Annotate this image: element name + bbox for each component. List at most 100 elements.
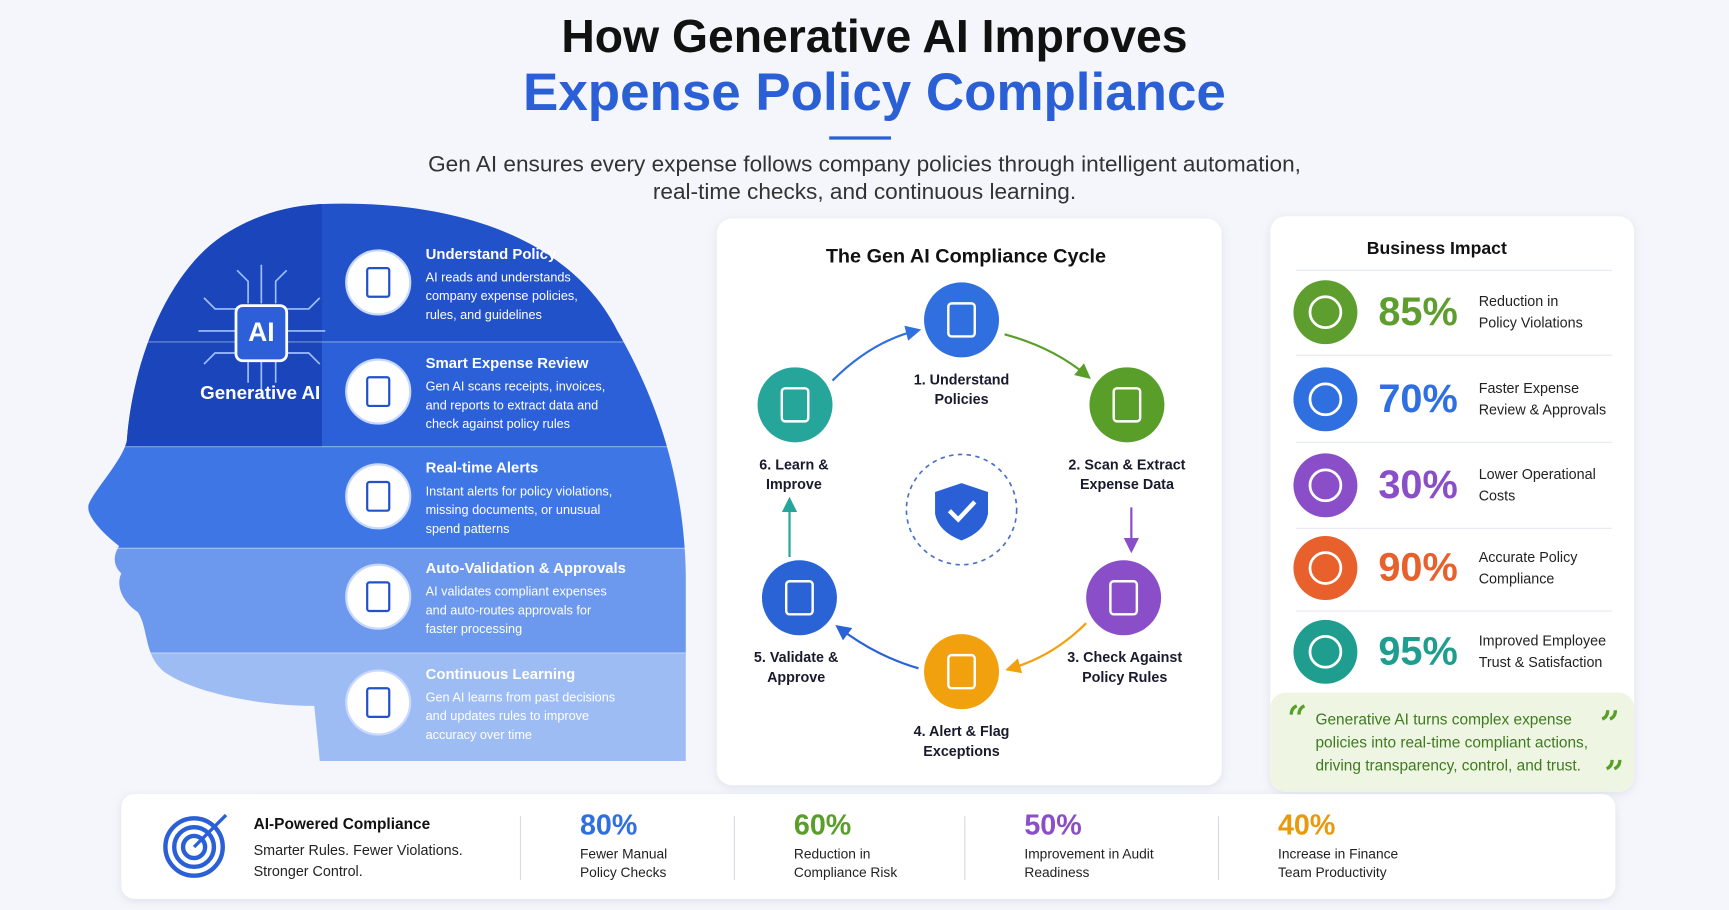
footer-value: 40% <box>1278 810 1335 842</box>
cycle-arrow <box>835 624 919 670</box>
cycle-node <box>924 634 1000 710</box>
step-icon-glyph <box>366 687 391 718</box>
step-icon-glyph <box>366 376 391 408</box>
impact-text: Policy Violations <box>1479 316 1583 332</box>
step-text: Gen AI learns from past decisions <box>426 690 615 704</box>
cycle-node-glyph <box>780 387 810 423</box>
quote-line: Generative AI turns complex expense <box>1315 711 1571 728</box>
cycle-label: Policies <box>934 392 988 408</box>
impact-icon-glyph <box>1308 382 1343 417</box>
impact-value: 85% <box>1378 290 1457 334</box>
cycle-node <box>1086 560 1162 636</box>
chip-icon <box>198 264 326 398</box>
cycle-node-glyph <box>947 302 976 338</box>
impact-value: 70% <box>1378 377 1457 421</box>
target-icon <box>180 833 208 861</box>
impact-icon <box>1293 536 1358 601</box>
footer-stat-text: Policy Checks <box>580 865 667 880</box>
impact-text: Trust & Satisfaction <box>1479 655 1603 671</box>
cycle-label: 1. Understand <box>914 372 1010 388</box>
cycle-label: Improve <box>766 477 822 493</box>
impact-panel <box>1270 216 1635 792</box>
step-text: and updates rules to improve <box>426 709 589 723</box>
step-text: AI reads and understands <box>426 270 571 284</box>
step-text: accuracy over time <box>426 728 532 742</box>
impact-text: Reduction in <box>1479 294 1559 310</box>
footer-title: AI-Powered Compliance <box>254 816 431 833</box>
step-icon-glyph <box>366 480 391 512</box>
step-text: check against policy rules <box>426 417 570 431</box>
cycle-label: 5. Validate & <box>754 650 838 666</box>
step-title: Smart Expense Review <box>426 356 589 372</box>
cycle-label: Policy Rules <box>1082 670 1167 686</box>
footer-stat-text: Improvement in Audit <box>1024 846 1153 861</box>
footer-stat-text: Readiness <box>1024 865 1089 880</box>
shield-icon <box>935 483 988 541</box>
cycle-node <box>757 367 833 443</box>
impact-icon <box>1293 453 1358 518</box>
impact-icon-glyph <box>1308 551 1343 585</box>
quote-mark <box>1289 704 1622 771</box>
footer-stat-text: Fewer Manual <box>580 846 667 861</box>
impact-text: Faster Expense <box>1479 381 1579 397</box>
footer-stat-text: Compliance Risk <box>794 865 897 880</box>
cycle-center <box>905 453 1018 566</box>
cycle-node <box>1089 367 1165 443</box>
step-title: Real-time Alerts <box>426 461 539 477</box>
step-text: company expense policies, <box>426 289 578 303</box>
step-text: Gen AI scans receipts, invoices, <box>426 380 606 394</box>
cycle-node <box>761 560 837 636</box>
footer-panel <box>121 794 1616 899</box>
step-text: Instant alerts for policy violations, <box>426 484 613 498</box>
impact-icon <box>1293 280 1358 345</box>
impact-value: 30% <box>1378 463 1457 507</box>
cycle-label: 4. Alert & Flag <box>914 724 1010 740</box>
impact-text: Costs <box>1479 489 1516 505</box>
cycle-node-glyph <box>1112 387 1142 423</box>
target-icon <box>172 824 217 870</box>
impact-text: Improved Employee <box>1479 634 1606 650</box>
footer-value: 60% <box>794 810 851 842</box>
footer-text: Smarter Rules. Fewer Violations. <box>254 843 463 859</box>
impact-text: Review & Approvals <box>1479 403 1606 419</box>
step-text: and reports to extract data and <box>426 398 599 412</box>
cycle-arrow <box>1005 622 1087 674</box>
subtitle-line: real-time checks, and continuous learnin… <box>653 179 1076 204</box>
shield-check <box>947 500 977 523</box>
footer-stat-text: Reduction in <box>794 846 871 861</box>
head-label: Generative AI <box>200 382 320 403</box>
step-text: missing documents, or unusual <box>426 503 601 517</box>
step-text: rules, and guidelines <box>426 308 542 322</box>
cycle-title: The Gen AI Compliance Cycle <box>826 245 1106 267</box>
subtitle-line: Gen AI ensures every expense follows com… <box>428 152 1301 177</box>
impact-value: 95% <box>1378 630 1457 674</box>
cycle-arrow <box>1004 333 1091 380</box>
step-icon <box>345 563 412 630</box>
step-icon-glyph <box>366 266 391 298</box>
quote-line: driving transparency, control, and trust… <box>1315 758 1580 775</box>
step-text: faster processing <box>426 622 522 636</box>
footer-value: 50% <box>1024 810 1081 842</box>
quote-box <box>1270 692 1635 792</box>
step-icon <box>345 669 412 736</box>
impact-text: Accurate Policy <box>1479 550 1579 566</box>
step-title: Continuous Learning <box>426 667 576 683</box>
impact-icon <box>1293 367 1358 432</box>
step-text: and auto-routes approvals for <box>426 603 592 617</box>
impact-text: Compliance <box>1479 571 1555 587</box>
impact-icon-glyph <box>1308 468 1343 503</box>
quote-line: policies into real-time compliant action… <box>1315 734 1588 751</box>
cycle-node <box>924 282 1000 358</box>
cycle-label: 6. Learn & <box>759 457 828 473</box>
step-icon <box>345 463 412 530</box>
step-icon <box>345 358 412 425</box>
step-icon <box>345 249 412 316</box>
footer-value: 80% <box>580 810 637 842</box>
footer-stat-text: Increase in Finance <box>1278 846 1398 861</box>
step-text: spend patterns <box>426 522 510 536</box>
footer-stat-text: Team Productivity <box>1278 865 1387 880</box>
cycle-label: 3. Check Against <box>1067 650 1182 666</box>
impact-text: Lower Operational <box>1479 467 1596 483</box>
